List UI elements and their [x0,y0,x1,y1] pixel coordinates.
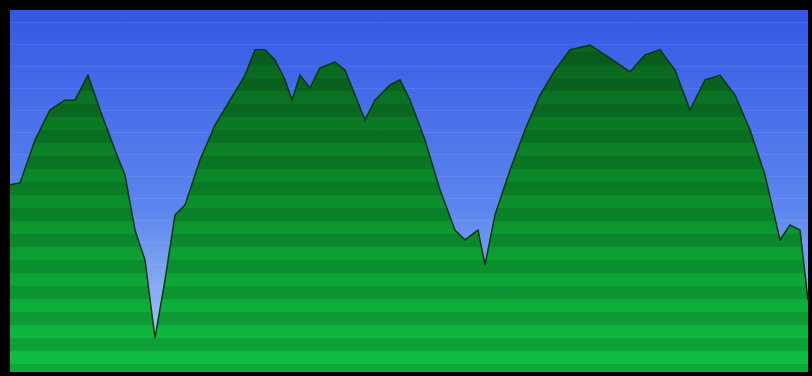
area-bands [10,45,808,372]
area-tint [10,45,808,372]
area-outline [9,44,809,339]
plot-area [9,10,809,372]
